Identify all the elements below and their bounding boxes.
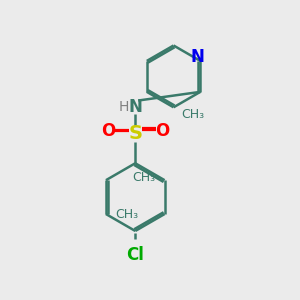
Text: Cl: Cl: [126, 246, 144, 264]
Text: N: N: [190, 48, 204, 66]
Text: O: O: [101, 122, 115, 140]
Text: CH₃: CH₃: [116, 208, 139, 220]
Text: CH₃: CH₃: [132, 171, 155, 184]
Text: S: S: [128, 124, 142, 143]
Text: O: O: [155, 122, 169, 140]
Text: CH₃: CH₃: [181, 108, 204, 121]
Text: N: N: [128, 98, 142, 116]
Text: H: H: [119, 100, 129, 114]
